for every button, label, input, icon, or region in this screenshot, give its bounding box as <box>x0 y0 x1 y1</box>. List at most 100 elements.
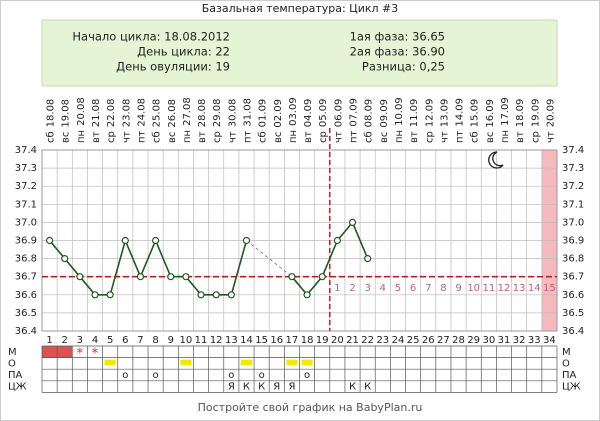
x-tick-label: 10 <box>180 335 193 346</box>
row-cell: о <box>228 370 234 381</box>
phase-day: 3 <box>364 283 370 294</box>
x-tick-label: 5 <box>107 335 113 346</box>
date-label: чт 30.08 <box>227 99 238 143</box>
date: 04.09 <box>303 99 314 128</box>
row-cell: о <box>122 370 128 381</box>
row-cell: Я <box>228 382 235 393</box>
weekday: пн <box>288 130 299 143</box>
phase-day: 8 <box>440 283 446 294</box>
date: 23.08 <box>121 99 132 128</box>
date-label: вс 02.09 <box>273 99 284 143</box>
weekday: пн <box>182 130 193 143</box>
row-fill <box>180 359 192 366</box>
temp-point <box>91 291 99 299</box>
y-tick-label: 37.3 <box>15 163 37 174</box>
row-fill <box>42 346 58 358</box>
date: 10.09 <box>394 97 405 126</box>
temp-point <box>106 291 114 299</box>
row-cell: * <box>77 346 84 361</box>
x-tick-label: 24 <box>392 335 405 346</box>
info-text: День овуляции: 19 <box>116 60 230 74</box>
weekday: ср <box>106 131 117 143</box>
row-label: М <box>562 347 571 358</box>
date-label: сб 25.08 <box>152 99 163 143</box>
temp-point <box>182 273 190 281</box>
info-text: Разница: 0,25 <box>362 60 445 74</box>
date: 31.08 <box>242 98 253 127</box>
temp-point <box>333 236 341 245</box>
y-tick-label: 36.8 <box>15 254 37 265</box>
x-tick-label: 20 <box>331 335 344 346</box>
weekday: ср <box>212 131 223 143</box>
weekday: пт <box>349 130 360 143</box>
weekday: пт <box>136 130 147 143</box>
y-tick-label: 37.2 <box>15 181 37 192</box>
date: 15.09 <box>470 99 481 128</box>
date: 30.08 <box>227 99 238 128</box>
weekday: вс <box>485 132 496 143</box>
date-label: вс 16.09 <box>485 99 496 143</box>
date: 28.08 <box>197 99 208 128</box>
date-label: пн 20.08 <box>76 97 87 143</box>
date-label: чт 06.09 <box>333 99 344 143</box>
date-label: сб 18.08 <box>46 99 57 143</box>
x-tick-label: 25 <box>407 335 420 346</box>
weekday: вт <box>409 131 420 143</box>
date: 20.08 <box>76 97 87 126</box>
x-tick-label: 19 <box>316 335 329 346</box>
weekday: пн <box>76 130 87 143</box>
info: Начало цикла: 18.08.2012 День цикла: 22 … <box>72 30 445 74</box>
y-tick-label: 37.2 <box>562 181 584 192</box>
date-label: вт 11.09 <box>409 99 420 143</box>
weekday: пт <box>455 130 466 143</box>
row-label: О <box>562 358 570 369</box>
weekday: сб <box>364 131 375 143</box>
info-box <box>41 19 558 87</box>
weekday: пн <box>394 130 405 143</box>
phase-day: 12 <box>498 283 511 294</box>
row-cell: о <box>304 370 310 381</box>
weekday: вт <box>91 131 102 143</box>
date-label: вс 19.08 <box>61 99 72 143</box>
info-text: 1ая фаза: 36.65 <box>350 30 445 44</box>
y-tick-label: 37.4 <box>15 145 37 156</box>
info-text: День цикла: 22 <box>137 45 230 59</box>
temp-point <box>197 291 205 299</box>
x-tick-label: 1 <box>46 335 52 346</box>
row-cell: К <box>258 382 265 393</box>
date-label: сб 15.09 <box>470 99 481 143</box>
weekday: сб <box>46 131 57 143</box>
weekday: вс <box>61 132 72 143</box>
x-tick-label: 21 <box>346 335 359 346</box>
temp-point <box>318 273 326 281</box>
x-tick-label: 33 <box>528 335 541 346</box>
row-label: ЦЖ <box>562 382 581 393</box>
x-tick-label: 30 <box>482 335 495 346</box>
x-tick-label: 34 <box>543 335 556 346</box>
row-cell: Я <box>273 382 280 393</box>
info-text: 2ая фаза: 36.90 <box>350 45 445 59</box>
date: 11.09 <box>409 99 420 128</box>
plot-border <box>41 149 558 332</box>
x-tick-label: 9 <box>168 335 174 346</box>
phase-day: 1 <box>334 283 340 294</box>
y-tick-label: 36.5 <box>15 308 37 319</box>
date-label: чт 13.09 <box>439 99 450 143</box>
y-tick-label: 37.0 <box>15 217 37 228</box>
row-label: ЦЖ <box>8 382 27 393</box>
y-tick-label: 36.4 <box>15 326 37 337</box>
date: 19.09 <box>530 99 541 128</box>
row-cell: К <box>243 382 250 393</box>
date: 05.09 <box>318 99 329 128</box>
date: 21.08 <box>91 99 102 128</box>
date: 02.09 <box>273 99 284 128</box>
temp-point <box>61 255 69 263</box>
date-label: вс 09.09 <box>379 99 390 143</box>
temp-point <box>45 236 54 245</box>
date-label: чт 20.09 <box>545 99 556 143</box>
chart-title: Базальная температура: Цикл #3 <box>202 2 399 15</box>
weekday: сб <box>152 131 163 143</box>
x-tick-label: 17 <box>286 335 299 346</box>
date-label: ср 29.08 <box>212 99 223 144</box>
weekday: ср <box>318 131 329 143</box>
